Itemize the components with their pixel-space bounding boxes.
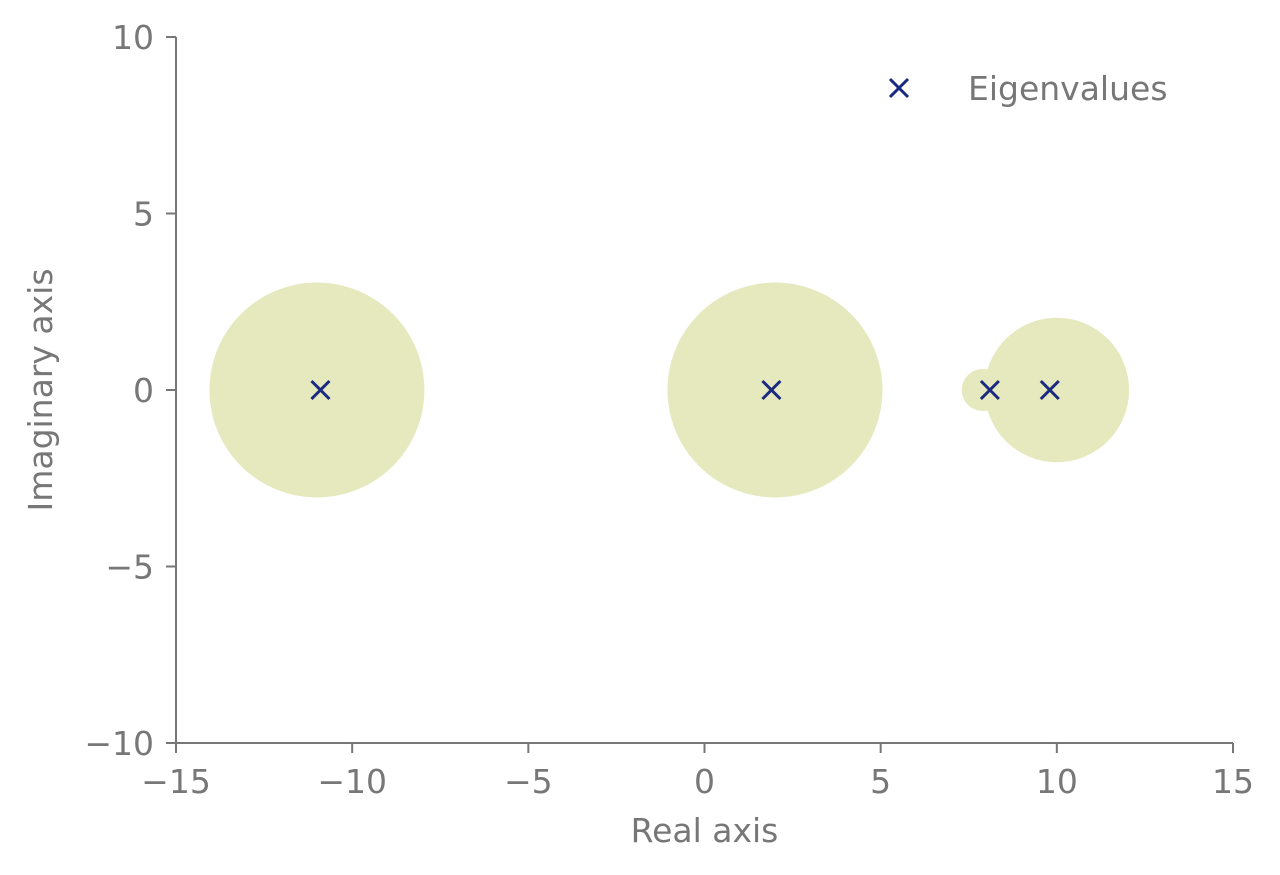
y-tick-label: −10 [84,724,154,763]
y-ticks: −10 −5 0 5 10 [84,18,176,763]
y-tick-label: −5 [105,548,154,587]
x-tick-label: 5 [870,762,891,801]
y-axis-label: Imaginary axis [21,268,60,511]
legend-x-icon [888,77,910,99]
x-axis-label: Real axis [631,811,779,850]
gershgorin-disc [667,282,883,498]
legend: Eigenvalues [888,69,1168,108]
gershgorin-discs [209,282,1130,498]
y-tick-label: 0 [133,371,154,410]
gershgorin-disc [984,317,1130,463]
gershgorin-disc [209,282,425,498]
x-tick-label: −15 [141,762,211,801]
eigenvalue-point [761,379,782,401]
x-tick-label: −10 [317,762,387,801]
x-tick-label: −5 [504,762,553,801]
x-tick-label: 10 [1036,762,1078,801]
x-tick-label: 0 [694,762,715,801]
legend-marker [888,77,910,99]
eigenvalue-points [310,379,1060,401]
eigenvalue-point [1039,379,1060,401]
y-tick-label: 10 [112,18,154,57]
y-tick-label: 5 [133,195,154,234]
eigenvalue-point [310,379,331,401]
x-tick-label: 15 [1212,762,1254,801]
eigenvalue-point [979,379,1000,401]
x-ticks: −15 −10 −5 0 5 10 15 [141,743,1254,801]
legend-label: Eigenvalues [968,69,1168,108]
